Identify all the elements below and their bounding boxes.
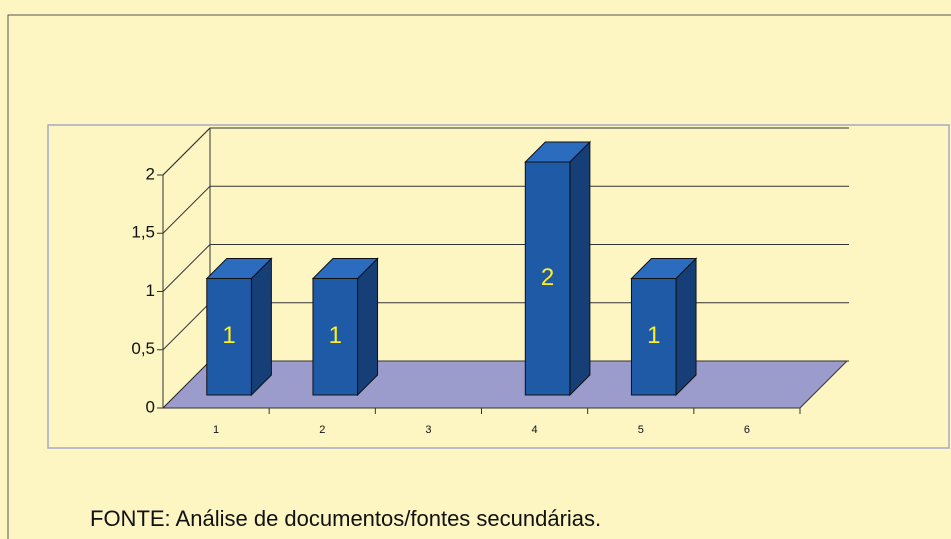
bar — [206, 278, 252, 396]
y-tick-label: 0,5 — [131, 339, 155, 358]
bar — [630, 278, 677, 396]
bar-side — [250, 257, 272, 397]
x-tick-label: 1 — [213, 424, 219, 436]
y-tick-label: 0 — [146, 397, 155, 416]
outer-border — [7, 14, 951, 539]
value-label: 2 — [541, 264, 554, 291]
bar — [524, 161, 571, 396]
x-tick-label: 5 — [638, 424, 644, 436]
x-tick-label: 4 — [532, 424, 538, 436]
y-tick-label: 1 — [146, 281, 155, 300]
source-note: FONTE: Análise de documentos/fontes secu… — [90, 506, 601, 531]
grid-line — [162, 244, 849, 292]
bar-side — [357, 257, 379, 397]
bar-side — [569, 140, 591, 397]
bar — [312, 278, 359, 396]
x-tick-label: 6 — [744, 424, 750, 436]
x-tick-label: 3 — [425, 424, 431, 436]
grid-line — [162, 185, 849, 234]
grid-line — [162, 127, 849, 176]
value-label: 1 — [329, 322, 342, 349]
bar-side — [675, 257, 697, 397]
x-tick-label: 2 — [319, 424, 325, 436]
value-label: 1 — [647, 322, 660, 349]
y-tick-label: 2 — [146, 164, 155, 183]
plot-frame — [47, 124, 950, 449]
value-label: 1 — [222, 322, 235, 349]
y-tick-label: 1,5 — [131, 223, 155, 242]
